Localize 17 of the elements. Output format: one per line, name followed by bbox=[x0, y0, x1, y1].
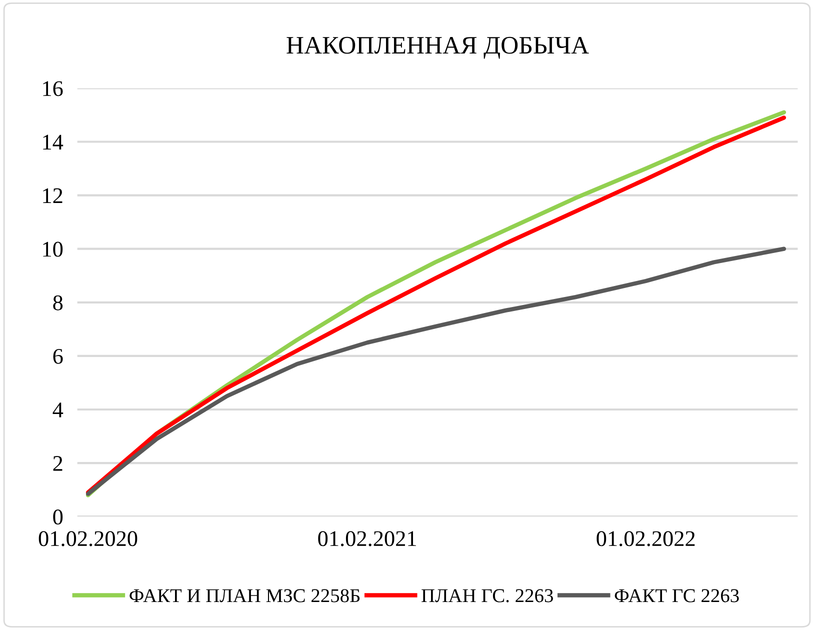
chart-title: НАКОПЛЕННАЯ ДОБЫЧА bbox=[286, 36, 589, 59]
x-tick-label: 01.02.2022 bbox=[596, 531, 695, 546]
legend-label: ФАКТ ГС 2263 bbox=[614, 589, 739, 602]
y-tick-label: 12 bbox=[43, 188, 62, 204]
y-tick-label: 8 bbox=[53, 295, 63, 310]
line-series bbox=[86, 246, 786, 496]
legend-label: ПЛАН ГС. 2263 bbox=[422, 589, 553, 602]
y-tick-label: 14 bbox=[43, 134, 64, 150]
x-tick-label: 01.02.2020 bbox=[38, 531, 138, 546]
y-tick-label: 2 bbox=[53, 456, 62, 471]
y-tick-label: 0 bbox=[53, 510, 63, 525]
y-tick-label: 16 bbox=[43, 81, 63, 96]
legend-label: ФАКТ И ПЛАН МЗС 2258Б bbox=[130, 589, 360, 602]
y-tick-label: 10 bbox=[43, 242, 63, 257]
y-tick-label: 6 bbox=[53, 348, 63, 364]
y-tick-label: 4 bbox=[52, 402, 64, 418]
x-tick-label: 01.02.2021 bbox=[318, 531, 416, 546]
